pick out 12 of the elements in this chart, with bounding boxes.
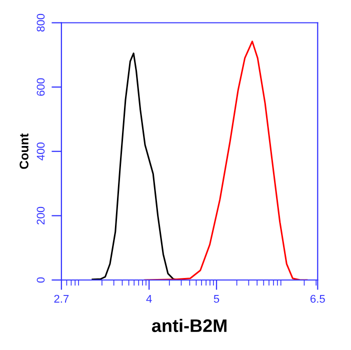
- y-tick-label: 800: [36, 14, 45, 32]
- line-series: [144, 40, 308, 280]
- y-axis-title: Count: [20, 133, 28, 169]
- x-tick-label: 5: [214, 294, 220, 303]
- x-tick-label: 4: [146, 294, 152, 303]
- y-tick-label: 600: [36, 78, 45, 96]
- x-axis-title: anti-B2M: [152, 318, 226, 332]
- y-tick-label: 0: [36, 277, 45, 283]
- x-tick-label: 6.5: [310, 294, 325, 303]
- y-tick-label: 400: [36, 142, 45, 160]
- y-tick-label: 200: [36, 206, 45, 224]
- x-tick-label: 2.7: [54, 294, 69, 303]
